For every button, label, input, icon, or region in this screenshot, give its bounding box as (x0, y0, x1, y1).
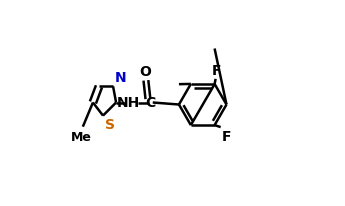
Text: Me: Me (70, 131, 91, 144)
Text: O: O (139, 64, 151, 78)
Text: F: F (221, 129, 231, 143)
Text: F: F (211, 64, 221, 77)
Text: C: C (145, 96, 156, 110)
Text: S: S (105, 117, 115, 131)
Text: NH: NH (117, 96, 140, 110)
Text: N: N (115, 71, 126, 85)
